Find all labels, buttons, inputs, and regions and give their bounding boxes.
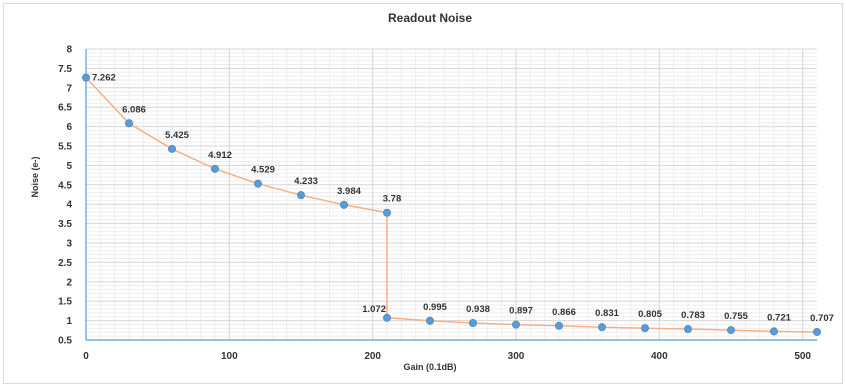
- y-tick-label: 4.5: [58, 180, 72, 191]
- data-point: [770, 327, 779, 336]
- data-label: 3.78: [383, 194, 402, 205]
- data-label: 1.072: [362, 304, 386, 315]
- y-tick-label: 8: [66, 45, 72, 56]
- data-label: 0.897: [509, 306, 533, 317]
- y-tick-label: 3: [66, 239, 72, 250]
- y-tick-label: 5: [66, 161, 72, 172]
- data-label: 4.233: [294, 176, 318, 187]
- data-point: [512, 320, 521, 329]
- data-label: 0.721: [767, 312, 791, 323]
- data-point: [598, 323, 607, 332]
- y-tick-label: 4: [66, 200, 72, 211]
- data-point: [684, 325, 693, 334]
- y-tick-label: 3.5: [58, 219, 72, 230]
- data-point: [339, 200, 348, 209]
- data-label: 0.707: [810, 313, 834, 324]
- y-tick-label: 2: [66, 277, 72, 288]
- x-tick-label: 0: [83, 351, 89, 362]
- data-label-layer: 7.262 6.086 5.425 4.912 4.529 4.233 3.984 3.78 1…: [92, 73, 834, 324]
- data-point: [813, 327, 822, 336]
- data-point: [727, 326, 736, 335]
- y-axis-label: Noise (e-): [30, 156, 40, 197]
- data-label: 0.783: [681, 310, 705, 321]
- data-label: 6.086: [122, 104, 146, 115]
- grid-layer: [86, 48, 817, 340]
- y-tick-label: 0.5: [58, 336, 72, 347]
- x-axis-label: Gain (0.1dB): [403, 362, 456, 372]
- y-tick-label: 6.5: [58, 103, 72, 114]
- data-label: 4.529: [251, 165, 275, 176]
- data-point: [167, 144, 176, 153]
- data-point: [382, 313, 391, 322]
- x-tick-label: 200: [364, 351, 381, 362]
- data-label: 0.995: [423, 302, 447, 313]
- series-layer: [82, 73, 822, 336]
- data-point: [468, 319, 477, 328]
- data-point: [641, 324, 650, 333]
- data-point: [82, 73, 91, 82]
- chart-title: Readout Noise: [388, 11, 472, 25]
- data-point: [253, 179, 262, 188]
- y-tick-label: 6: [66, 122, 72, 133]
- data-label: 0.866: [552, 307, 576, 318]
- data-point: [382, 208, 391, 217]
- data-label: 5.425: [165, 130, 189, 141]
- data-label: 0.805: [638, 309, 662, 320]
- x-tick-label: 100: [221, 351, 238, 362]
- y-tick-label: 1: [66, 316, 72, 327]
- data-label: 0.831: [595, 308, 619, 319]
- data-label: 0.938: [466, 304, 490, 315]
- data-label: 4.912: [208, 150, 232, 161]
- axis-layer: 0 100 200 300 400 500 0.5 1 1.5 2 2.5 3 3.5 4 4.5 5 5.5 6…: [58, 45, 817, 362]
- data-point: [425, 316, 434, 325]
- data-point: [555, 321, 564, 330]
- data-label: 3.984: [337, 186, 361, 197]
- y-tick-label: 7.5: [58, 64, 72, 75]
- y-tick-label: 5.5: [58, 142, 72, 153]
- x-tick-label: 300: [508, 351, 525, 362]
- y-tick-label: 7: [66, 83, 72, 94]
- data-point: [210, 164, 219, 173]
- y-tick-label: 1.5: [58, 297, 72, 308]
- data-label: 7.262: [92, 73, 116, 84]
- data-point: [125, 119, 134, 128]
- y-tick-label: 2.5: [58, 258, 72, 269]
- x-tick-label: 500: [794, 351, 811, 362]
- data-point: [296, 191, 305, 200]
- data-label: 0.755: [724, 311, 748, 322]
- x-tick-label: 400: [651, 351, 668, 362]
